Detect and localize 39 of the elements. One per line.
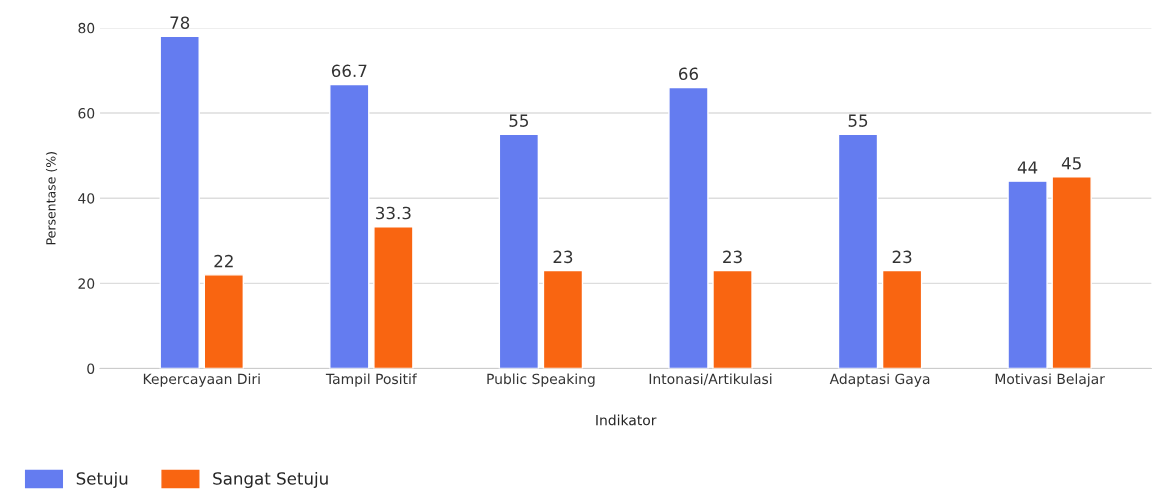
bar <box>203 274 245 369</box>
bar <box>1007 180 1048 369</box>
bar <box>837 133 879 369</box>
data-label: 55 <box>509 114 529 127</box>
y-tick-label: 20 <box>78 278 95 289</box>
data-label: 66 <box>679 67 698 81</box>
bar <box>498 133 540 369</box>
y-tick-label: 80 <box>78 22 95 34</box>
bar <box>1051 176 1092 369</box>
bar <box>329 83 370 369</box>
bar <box>373 226 414 369</box>
y-tick-label: 60 <box>78 108 95 119</box>
bar <box>159 35 200 369</box>
y-tick-label: 0 <box>87 363 95 374</box>
legend-label: Setuju <box>76 471 128 489</box>
x-tick-label: Intonasi/Artikulasi <box>649 373 772 386</box>
bar <box>668 86 709 369</box>
legend-label: Sangat Setuju <box>213 471 328 489</box>
y-axis-title: Persentase (%) <box>45 152 58 245</box>
bar <box>712 269 753 369</box>
data-label: 78 <box>170 16 190 30</box>
data-label: 33.3 <box>376 206 411 220</box>
data-label: 23 <box>892 250 912 264</box>
x-tick-label: Motivasi Belajar <box>995 373 1105 387</box>
data-label: 45 <box>1061 157 1081 170</box>
x-axis-title: Indikator <box>596 414 657 426</box>
x-tick-label: Public Speaking <box>487 373 595 387</box>
data-label: 23 <box>553 250 573 264</box>
data-label: 55 <box>848 114 868 127</box>
data-label: 66.7 <box>331 64 367 78</box>
data-label: 44 <box>1017 161 1038 174</box>
bar <box>881 269 923 369</box>
bar <box>542 269 584 369</box>
data-label: 23 <box>723 250 742 264</box>
x-tick-label: Kepercayaan Diri <box>143 373 260 387</box>
data-label: 22 <box>214 254 233 268</box>
x-tick-label: Tampil Positif <box>325 373 418 387</box>
x-tick-label: Adaptasi Gaya <box>829 373 930 387</box>
y-tick-label: 40 <box>78 193 95 204</box>
